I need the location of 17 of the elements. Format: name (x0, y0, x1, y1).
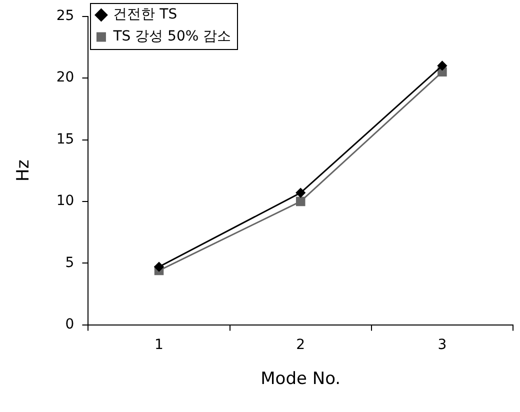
x-axis-title: Mode No. (260, 369, 341, 390)
point (296, 188, 306, 198)
point (154, 262, 164, 272)
legend-label: TS 강성 50% 감소 (112, 28, 232, 45)
x-tick-label: 1 (154, 336, 164, 353)
x-tick-label: 3 (438, 336, 447, 353)
y-tick-label: 20 (56, 70, 74, 86)
x-tick-label: 2 (296, 336, 306, 353)
legend-label: 건전한 TS (113, 6, 178, 23)
y-tick-label: 0 (65, 316, 74, 332)
y-tick-label: 5 (65, 254, 74, 271)
y-axis-title: Hz (14, 160, 34, 182)
y-tick-label: 10 (56, 193, 74, 210)
y-tick-label: 25 (56, 8, 74, 24)
point (437, 60, 447, 70)
y-tick-label: 15 (56, 131, 74, 148)
point (296, 196, 306, 206)
